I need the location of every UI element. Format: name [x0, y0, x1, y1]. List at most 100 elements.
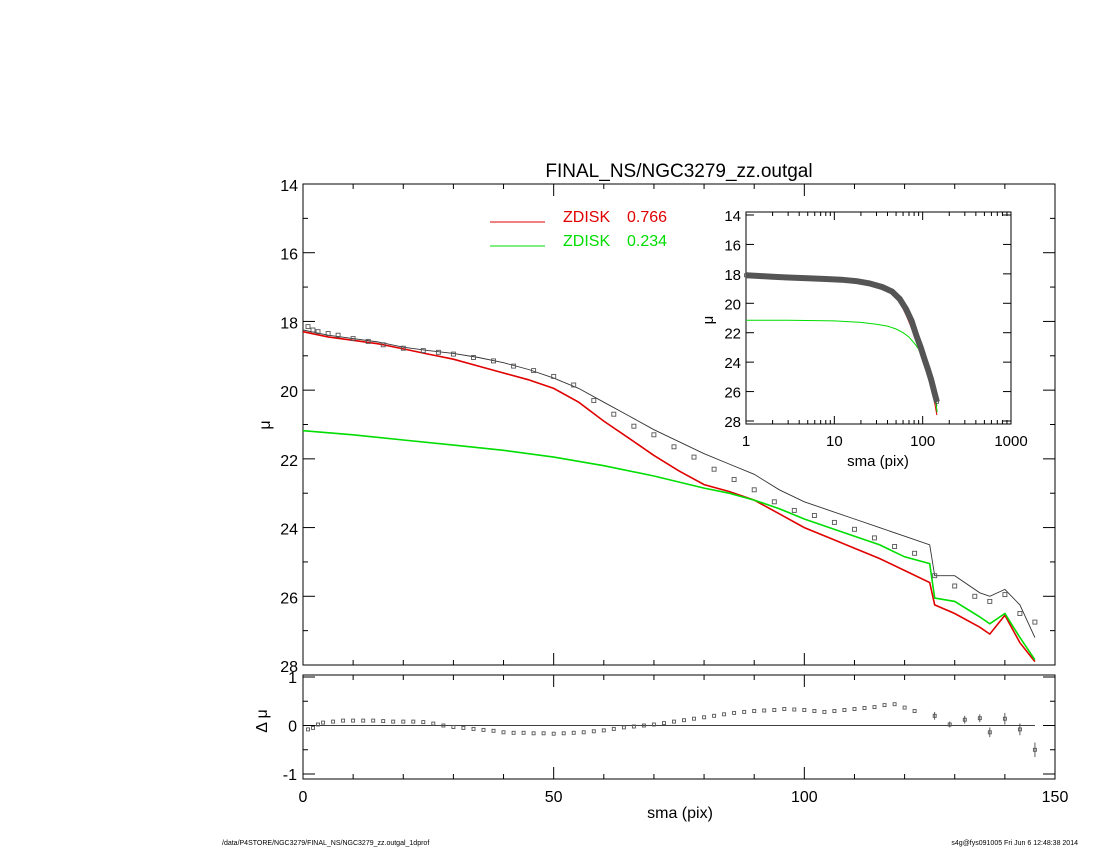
observed-point: [839, 277, 844, 282]
observed-point: [471, 355, 476, 360]
residual-point: [316, 722, 320, 727]
x-tick-label: 100: [910, 433, 935, 450]
y-axis-label: μ: [700, 316, 717, 325]
residual-point: [641, 723, 646, 728]
observed-point: [671, 444, 677, 450]
residual-point: [852, 707, 857, 711]
y-tick-label: 28: [280, 659, 298, 676]
residual-point: [822, 709, 827, 714]
residual-point: [306, 727, 310, 732]
zdisk-0234-line: [302, 429, 1036, 661]
observed-point: [831, 519, 837, 525]
residual-point: [782, 707, 787, 711]
residual-point: [461, 725, 466, 730]
observed-point: [880, 285, 885, 290]
inset-log-chart: 14 16 18 20 22 24 26 281 10 100 1000 sma (pix) μ: [700, 208, 1028, 470]
y-axis-label: μ: [257, 420, 274, 429]
residual-point: [722, 712, 727, 717]
observed-point: [651, 432, 657, 438]
residual-point: [732, 710, 737, 715]
residual-point: [631, 724, 636, 729]
observed-point: [823, 277, 828, 281]
residual-point: [752, 709, 757, 713]
observed-point: [926, 367, 930, 372]
y-tick-label: 22: [724, 326, 741, 343]
observed-point: [912, 550, 918, 556]
x-tick-label: 10: [826, 433, 843, 450]
x-axis-label: sma (pix): [847, 453, 909, 470]
residual-point: [381, 719, 386, 724]
residual-point: [902, 705, 907, 710]
inset-plot-frame: [745, 211, 1012, 425]
residual-point: [842, 708, 847, 712]
residual-point: [912, 709, 917, 713]
observed-point: [731, 477, 737, 482]
residual-point: [872, 705, 877, 710]
observed-point: [867, 281, 872, 286]
x-tick-label: 0: [299, 789, 308, 806]
residual-point: [712, 713, 717, 718]
x-tick-label: 150: [1042, 789, 1069, 806]
y-tick-label: 28: [724, 414, 741, 431]
footer-timestamp: s4g@fys091005 Fri Jun 6 12:48:38 2014: [951, 840, 1078, 847]
observed-point: [551, 373, 557, 379]
observed-point: [420, 348, 426, 354]
observed-point: [952, 583, 958, 589]
residual-point: [692, 716, 696, 721]
residual-point: [531, 731, 536, 736]
observed-point: [854, 279, 859, 284]
observed-point: [711, 466, 717, 472]
y-tick-label: 18: [724, 267, 741, 284]
residual-point: [311, 725, 315, 730]
residual-point: [371, 718, 376, 723]
residual-point: [1032, 747, 1037, 752]
observed-point: [909, 318, 914, 323]
y-tick-label: 16: [280, 247, 298, 264]
observed-point: [380, 342, 386, 348]
observed-point: [934, 399, 939, 404]
observed-point: [365, 338, 371, 344]
residual-point: [541, 731, 546, 736]
residual-point: [932, 713, 937, 718]
x-tick-label: 50: [545, 789, 563, 806]
residual-point: [391, 719, 396, 724]
observed-point: [305, 324, 311, 330]
observed-point: [435, 349, 441, 355]
residual-point: [662, 721, 666, 726]
observed-point: [400, 345, 406, 351]
main-profile-chart: 14 16 18 20 22 24 26 28 μ ZDISK 0.766 ZDISK 0.234: [257, 178, 1056, 676]
observed-point: [491, 358, 496, 364]
y-tick-label: 14: [280, 178, 298, 195]
residual-point: [491, 728, 496, 733]
footer-file-path: /data/P4STORE/NGC3279/FINAL_NS/NGC3279_z…: [222, 840, 430, 847]
observed-point: [987, 598, 993, 604]
y-tick-label: -1: [283, 767, 297, 784]
observed-point: [852, 526, 857, 532]
residual-point: [962, 717, 967, 722]
observed-point: [929, 377, 934, 382]
observed-point: [972, 593, 978, 599]
residual-point: [481, 727, 486, 732]
observed-point: [511, 363, 517, 369]
residual-point: [411, 719, 416, 724]
residual-point: [341, 718, 346, 723]
residual-point: [742, 709, 747, 714]
residual-point: [792, 707, 797, 712]
observed-point: [591, 398, 597, 403]
residual-point: [672, 719, 676, 724]
legend-value: 0.766: [627, 209, 667, 226]
observed-point: [691, 454, 697, 460]
residual-plot-frame: [302, 674, 1056, 780]
observed-point: [325, 331, 331, 336]
residual-point: [977, 716, 982, 721]
observed-point: [918, 345, 923, 350]
residual-point: [421, 720, 426, 725]
residual-point: [882, 703, 887, 708]
observed-point: [892, 544, 898, 549]
zdisk-0766-line: [302, 330, 1036, 663]
y-tick-label: 20: [724, 296, 741, 313]
observed-point: [759, 274, 764, 279]
y-tick-label: 1: [288, 670, 297, 687]
